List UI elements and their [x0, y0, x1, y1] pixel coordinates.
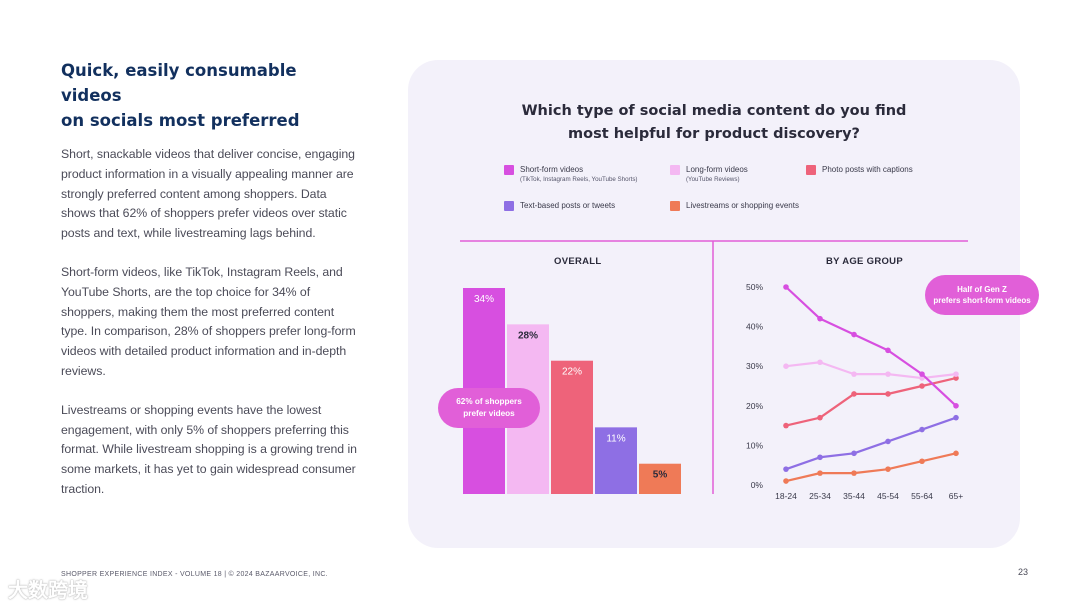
line-chart: 0% 10% 20% 30% 40% 50% 18-24 25-34 35-44 45-54 55-…: [746, 275, 1039, 501]
bar-3: [551, 360, 593, 494]
legend-swatch: [504, 201, 514, 211]
series-line-1: [785, 286, 957, 407]
series-point: [851, 470, 857, 476]
x-tick-label: 65+: [949, 491, 963, 501]
legend-swatch: [670, 201, 680, 211]
series-point: [953, 450, 959, 457]
watermark: 大数跨境: [8, 580, 88, 602]
series-point: [885, 371, 891, 377]
series-line-4: [785, 416, 957, 471]
paragraph-3: Livestreams or shopping events have the …: [61, 402, 357, 496]
series-point: [885, 438, 891, 445]
series-point: [817, 315, 823, 322]
bar-5: [639, 463, 681, 494]
legend-label: Photo posts with captions: [822, 165, 913, 174]
x-tick-label: 35-44: [843, 491, 865, 501]
bar-value-label: 34%: [474, 294, 494, 305]
charts-svg: 34% 28% 22% 11% 5% 62% of shoppers prefer vide…: [438, 240, 1039, 501]
legend-label: Long-form videos: [686, 165, 748, 174]
legend-item-livestream: Livestreams or shopping events: [670, 200, 799, 211]
series-point: [817, 414, 823, 421]
series-point: [919, 371, 925, 377]
section-by-age: BY AGE GROUP: [826, 256, 903, 267]
series-line-2: [785, 361, 957, 380]
series-point: [817, 454, 823, 461]
y-tick-label: 10%: [746, 440, 763, 450]
series-point: [783, 284, 789, 290]
bar-value-label: 22%: [562, 367, 582, 378]
series-line-3: [785, 377, 957, 427]
series-point: [885, 466, 891, 472]
annotation-bubble: [438, 388, 540, 428]
series-point: [783, 466, 789, 472]
series-point: [851, 371, 857, 377]
paragraph-1: Short, snackable videos that deliver con…: [61, 147, 355, 241]
series-point: [919, 426, 925, 433]
bar-chart: 34% 28% 22% 11% 5% 62% of shoppers prefer vide…: [438, 288, 681, 494]
y-tick-label: 40%: [746, 322, 763, 332]
x-tick-label: 55-64: [911, 491, 933, 501]
title-line-1: Quick, easily consumable videos: [61, 61, 297, 105]
legend-item-short-form: Short-form videos (TikTok, Instagram Ree…: [504, 164, 638, 184]
series-point: [919, 383, 925, 389]
page-title: Quick, easily consumable videos on socia…: [61, 58, 361, 133]
series-point: [953, 414, 959, 421]
series-point: [851, 331, 857, 338]
legend-sublabel: (YouTube Reviews): [686, 176, 740, 183]
annotation-text-line-2: prefer videos: [463, 409, 515, 418]
section-overall: OVERALL: [554, 256, 602, 267]
legend-label: Livestreams or shopping events: [686, 201, 799, 210]
series-point: [851, 391, 857, 397]
series-point: [817, 359, 823, 366]
bar-value-label: 11%: [606, 433, 625, 444]
legend-item-long-form: Long-form videos (YouTube Reviews): [670, 164, 748, 184]
series-point: [953, 375, 959, 381]
legend-swatch: [670, 165, 680, 175]
title-line-2: on socials most preferred: [61, 111, 300, 130]
bar-value-label: 5%: [653, 470, 668, 481]
series-point: [817, 470, 823, 476]
line-annotation-text-line-1: Half of Gen Z: [957, 285, 1007, 294]
text-column: Quick, easily consumable videos on socia…: [61, 58, 361, 519]
series-point: [919, 458, 925, 465]
line-annotation-bubble: [925, 275, 1039, 315]
legend-swatch: [504, 165, 514, 175]
series-point: [783, 478, 789, 484]
y-tick-label: 30%: [746, 361, 763, 371]
series-point: [783, 422, 789, 429]
annotation-text-line-1: 62% of shoppers: [456, 397, 522, 406]
y-tick-label: 0%: [751, 480, 764, 490]
footer-text: SHOPPER EXPERIENCE INDEX - VOLUME 18 | ©…: [61, 571, 328, 578]
series-point: [953, 403, 959, 409]
chart-panel: Which type of social media content do yo…: [408, 60, 1039, 548]
y-tick-label: 20%: [746, 401, 763, 411]
legend-item-photo: Photo posts with captions: [806, 164, 913, 175]
chart-title-text: Which type of social media content do yo…: [521, 103, 907, 142]
legend-item-text-posts: Text-based posts or tweets: [504, 200, 615, 211]
series-point: [851, 450, 857, 457]
x-tick-label: 45-54: [877, 491, 899, 501]
page-number: 23: [1017, 567, 1028, 577]
legend-label: Text-based posts or tweets: [520, 201, 616, 210]
chart-title: Which type of social media content do yo…: [408, 100, 1020, 146]
bar-value-label: 28%: [518, 330, 538, 341]
line-annotation-text-line-2: prefers short-form videos: [933, 296, 1031, 305]
series-point: [885, 391, 891, 397]
series-point: [885, 347, 891, 354]
series-point: [953, 371, 959, 377]
x-tick-label: 18-24: [775, 491, 797, 501]
series-point: [783, 363, 789, 370]
legend-label: Short-form videos: [520, 165, 584, 174]
series-line-5: [785, 452, 957, 483]
bar-4: [595, 427, 637, 494]
x-tick-label: 25-34: [809, 491, 831, 501]
legend-swatch: [806, 165, 816, 175]
legend-sublabel: (TikTok, Instagram Reels, YouTube Shorts…: [520, 176, 638, 183]
paragraph-2: Short-form videos, like TikTok, Instagra…: [61, 264, 356, 378]
y-tick-label: 50%: [746, 282, 763, 292]
